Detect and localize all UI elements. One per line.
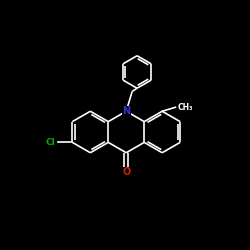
Text: CH₃: CH₃ <box>177 103 193 112</box>
Text: N: N <box>122 106 130 116</box>
Text: Cl: Cl <box>45 138 55 147</box>
Text: O: O <box>122 167 130 177</box>
